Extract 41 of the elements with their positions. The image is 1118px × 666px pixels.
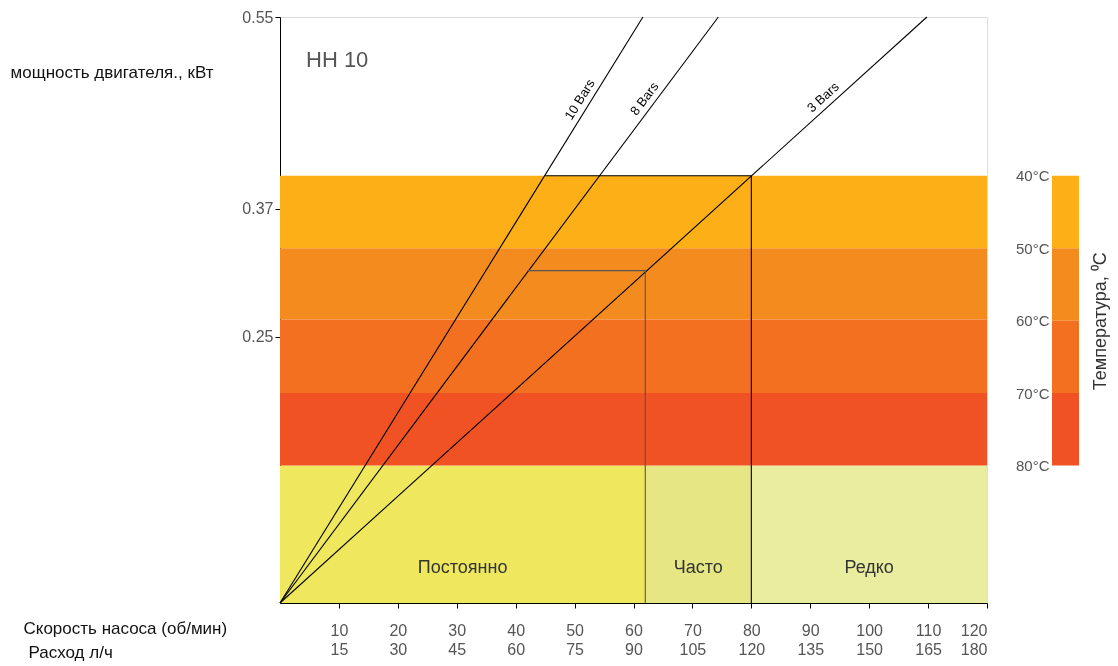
x-tick-label: 10 — [330, 621, 349, 639]
color-bar-label: 70°C — [1015, 384, 1050, 402]
x-tick-label: 20 — [389, 621, 408, 639]
x2-tick-label: 165 — [915, 640, 943, 658]
band-label: Постоянно — [417, 557, 508, 577]
x2-tick-label: 15 — [330, 640, 349, 658]
x-tick-label: 60 — [625, 621, 643, 639]
x-tick-label: 40 — [507, 621, 526, 639]
y-axis-title: мощность двигателя., кВт — [10, 62, 214, 82]
x2-tick-label: 150 — [856, 640, 884, 658]
x-tick-label: 100 — [856, 621, 884, 639]
x-axis-title: Скорость насоса (об/мин) — [23, 618, 228, 638]
x-tick-label: 90 — [801, 621, 820, 639]
y-tick-label: 0.37 — [242, 200, 274, 218]
x-tick-label: 30 — [448, 621, 467, 639]
x2-axis-title: Расход л/ч — [28, 642, 113, 662]
text: HH 10 — [306, 47, 369, 72]
x-tick-label: 70 — [684, 621, 702, 639]
y-tick-label: 0.55 — [242, 8, 274, 26]
x2-tick-label: 30 — [389, 640, 408, 658]
band-label: Редко — [844, 557, 894, 577]
x2-tick-label: 120 — [738, 640, 766, 658]
x2-tick-label: 75 — [566, 640, 585, 658]
x2-tick-label: 105 — [679, 640, 707, 658]
color-bar-label: 80°C — [1015, 457, 1050, 475]
color-bar-label: 60°C — [1015, 312, 1050, 330]
text: 3 Bars — [803, 78, 843, 116]
x-tick-label: 80 — [742, 621, 761, 639]
color-bar-title: Температура, ⁰C — [1089, 252, 1110, 391]
x2-tick-label: 45 — [448, 640, 467, 658]
x-tick-label: 110 — [915, 621, 942, 639]
x2-tick-label: 135 — [797, 640, 825, 658]
y-tick-label: 0.25 — [242, 328, 274, 346]
color-bar-label: 50°C — [1015, 239, 1050, 257]
x-tick-label: 120 — [960, 621, 988, 639]
x-tick-label: 50 — [566, 621, 585, 639]
color-bar-label: 40°C — [1015, 167, 1050, 185]
band-label: Часто — [673, 557, 723, 577]
x2-tick-label: 180 — [960, 640, 988, 658]
x2-tick-label: 60 — [507, 640, 526, 658]
x2-tick-label: 90 — [625, 640, 643, 658]
